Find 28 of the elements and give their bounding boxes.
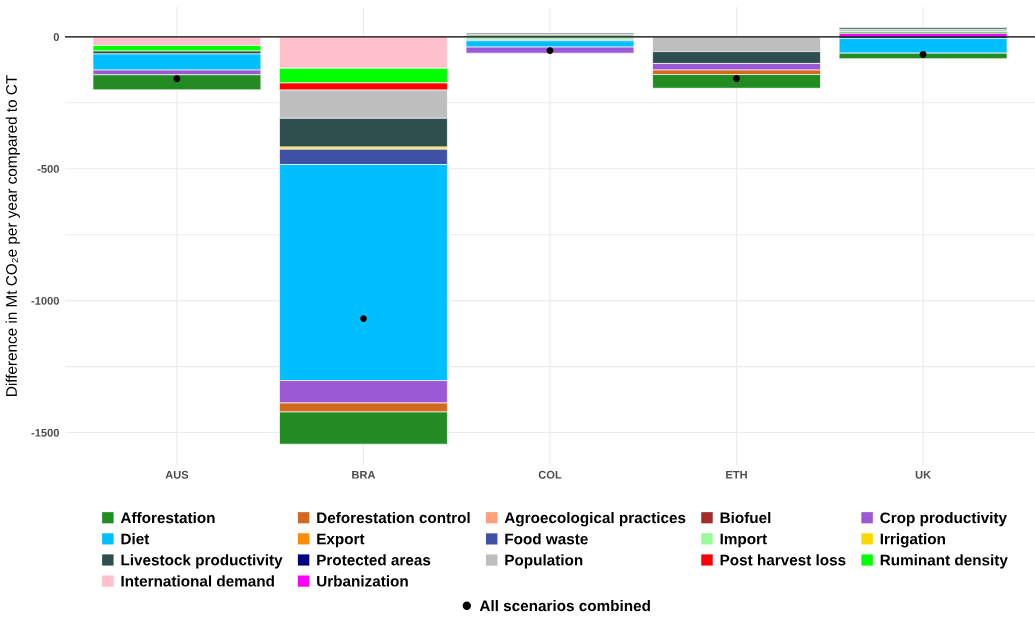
y-axis-title: Difference in Mt CO₂e per year compared to CT	[5, 75, 20, 396]
legend-label: Deforestation control	[317, 512, 470, 524]
legend-label: International demand	[121, 575, 274, 587]
legend-label: Crop productivity	[880, 512, 1007, 527]
legend-label: Import	[720, 533, 767, 548]
legend-label: Export	[317, 533, 365, 548]
y-tick-label: -1500	[31, 428, 59, 437]
legend-label: Food waste	[505, 533, 588, 545]
legend-label: Post harvest loss	[720, 554, 846, 566]
legend-label: Biofuel	[720, 512, 771, 524]
legend-label: Protected areas	[317, 554, 431, 566]
x-tick-label: UK	[915, 470, 931, 479]
legend-label: Livestock productivity	[121, 554, 283, 569]
legend-label: Agroecological practices	[504, 512, 686, 527]
y-tick-label: 0	[53, 33, 59, 41]
legend-label: Ruminant density	[880, 554, 1008, 569]
x-tick-label: BRA	[352, 470, 376, 479]
legend-label: Diet	[121, 533, 150, 545]
x-tick-label: ETH	[726, 470, 747, 479]
y-tick-label: -500	[37, 164, 59, 173]
legend-label: Population	[505, 554, 583, 569]
legend-label: Urbanization	[317, 575, 408, 587]
x-tick-label: AUS	[165, 470, 189, 479]
legend-label: All scenarios combined	[479, 600, 650, 612]
legend-label: Irrigation	[880, 533, 945, 548]
x-tick-label: COL	[538, 470, 562, 479]
y-tick-label: -1000	[31, 296, 59, 305]
legend-label: Afforestation	[120, 512, 215, 524]
